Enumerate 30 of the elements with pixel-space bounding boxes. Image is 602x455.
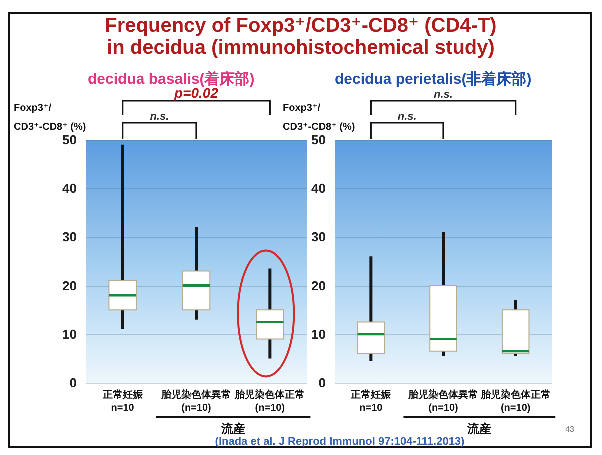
x-tick-label: 胎児染色体正常 (n=10) [234, 389, 306, 414]
text: 43 [566, 425, 575, 434]
y-tick-label: 30 [62, 230, 77, 245]
y-axis-title: Foxp3⁺/ CD3⁺-CD8⁺ (%) [283, 103, 356, 133]
y-tick-label: 0 [70, 376, 77, 390]
text: n.s. [150, 111, 170, 123]
y-tick-label: 20 [62, 278, 77, 294]
y-tick-label: 20 [312, 278, 326, 294]
y-axis-title: Foxp3⁺/ CD3⁺-CD8⁺ (%) [14, 103, 86, 133]
x-tick-label: 胎児染色体正常 (n=10) [480, 389, 551, 414]
x-tick-label: 胎児染色体異常 (n=10) [408, 389, 478, 414]
x-tick-label: 正常妊娠 n=10 [350, 389, 392, 414]
y-tick-label: 50 [62, 132, 77, 148]
chart-title: Frequency of Foxp3⁺/CD3⁺-CD8⁺ (CD4-T) in decidua (immunohistochemical study) [104, 15, 498, 59]
text: 流産 [466, 422, 492, 436]
text: 流産 [220, 422, 246, 436]
y-tick-label: 10 [62, 326, 77, 342]
text: (Inada et al. J Reprod Immunol 97:104-111.2013) [215, 436, 466, 448]
y-tick-label: 40 [312, 181, 326, 196]
text: n.s. [398, 111, 417, 123]
y-tick-label: 30 [312, 230, 326, 245]
y-tick-label: 40 [62, 181, 77, 196]
y-tick-label: 10 [312, 326, 326, 342]
x-tick-label: 胎児染色体異常 (n=10) [160, 389, 232, 414]
x-tick-label: 正常妊娠 n=10 [102, 389, 144, 414]
y-tick-label: 50 [312, 132, 326, 148]
chart-subtitle: decidua perietalis(非着床部) [335, 70, 532, 88]
y-tick-label: 0 [318, 376, 326, 390]
text: n.s. [434, 89, 453, 101]
chart-subtitle: decidua basalis(着床部) [88, 70, 255, 88]
